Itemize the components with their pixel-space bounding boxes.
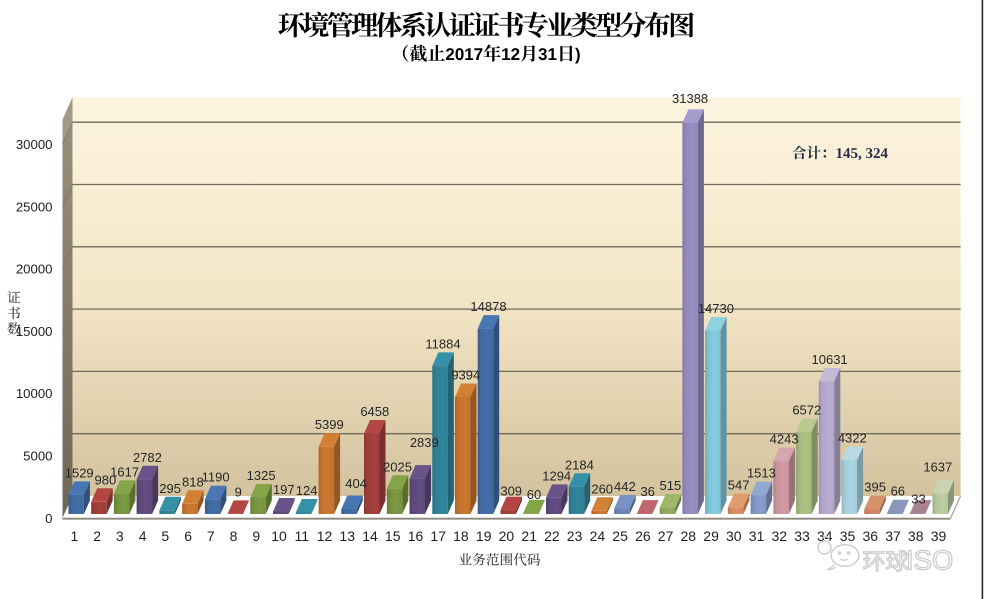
svg-text:1513: 1513 [747,466,776,481]
svg-text:395: 395 [864,480,886,495]
svg-text:66: 66 [891,484,905,499]
svg-text:980: 980 [95,472,117,487]
svg-text:20000: 20000 [16,262,53,277]
svg-text:24: 24 [590,528,606,544]
svg-text:5399: 5399 [315,417,344,432]
svg-text:33: 33 [794,528,810,544]
svg-text:13: 13 [339,528,355,544]
svg-text:38: 38 [908,528,924,544]
svg-text:0: 0 [45,511,52,526]
svg-text:20: 20 [499,528,515,544]
svg-text:4322: 4322 [838,431,867,446]
svg-text:197: 197 [273,482,295,497]
svg-text:14878: 14878 [470,299,506,314]
svg-text:29: 29 [703,528,719,544]
svg-text:309: 309 [500,484,522,499]
svg-text:260: 260 [591,481,613,496]
svg-text:2782: 2782 [133,450,162,465]
svg-text:547: 547 [728,478,750,493]
svg-text:4243: 4243 [770,432,799,447]
svg-text:15000: 15000 [16,324,53,339]
svg-text:30: 30 [726,528,742,544]
svg-text:25: 25 [612,528,628,544]
svg-text:124: 124 [296,483,318,498]
svg-text:2: 2 [93,528,101,544]
svg-text:14: 14 [362,528,378,544]
svg-text:10631: 10631 [812,352,848,367]
svg-text:4: 4 [139,528,147,544]
svg-text:12: 12 [317,528,333,544]
svg-text:36: 36 [863,528,879,544]
svg-text:1190: 1190 [202,470,230,485]
svg-text:11: 11 [295,528,310,544]
svg-text:442: 442 [614,479,636,494]
svg-text:28: 28 [681,528,697,544]
svg-text:35: 35 [840,528,856,544]
svg-text:1637: 1637 [923,460,952,475]
svg-text:39: 39 [931,528,947,544]
svg-text:11884: 11884 [425,336,460,351]
svg-text:34: 34 [817,528,833,544]
svg-text:2025: 2025 [383,459,412,474]
svg-text:6: 6 [184,528,192,544]
svg-text:18: 18 [453,528,469,544]
svg-text:404: 404 [345,476,367,491]
svg-text:6572: 6572 [792,403,821,418]
svg-text:14730: 14730 [698,301,734,316]
svg-text:37: 37 [885,528,901,544]
svg-text:5000: 5000 [23,449,52,464]
svg-text:1: 1 [71,528,79,544]
svg-text:31: 31 [749,528,765,544]
svg-text:9394: 9394 [451,368,480,383]
svg-text:7: 7 [207,528,215,544]
svg-text:818: 818 [182,474,204,489]
svg-text:23: 23 [567,528,583,544]
svg-text:8: 8 [230,528,238,544]
svg-text:ISO: ISO [906,545,953,576]
svg-text:26: 26 [635,528,651,544]
svg-text:1617: 1617 [110,464,139,479]
svg-text:10000: 10000 [16,386,53,401]
svg-text:15: 15 [385,528,401,544]
svg-text:31388: 31388 [672,91,708,106]
svg-text:17: 17 [430,528,446,544]
svg-text:515: 515 [660,478,682,493]
svg-text:21: 21 [521,528,537,544]
svg-text:2184: 2184 [565,457,594,472]
svg-text:5: 5 [161,528,169,544]
svg-text:295: 295 [159,481,181,496]
svg-text:9: 9 [252,528,260,544]
svg-text:36: 36 [640,484,654,499]
svg-text:1325: 1325 [247,468,276,483]
svg-text:6458: 6458 [360,404,389,419]
svg-text:19: 19 [476,528,492,544]
svg-text:2839: 2839 [410,435,439,450]
svg-text:1294: 1294 [542,468,571,483]
svg-text:10: 10 [271,528,287,544]
svg-text:60: 60 [527,487,541,502]
svg-text:27: 27 [658,528,674,544]
svg-text:30000: 30000 [16,137,53,152]
svg-text:32: 32 [772,528,788,544]
svg-text:9: 9 [235,484,242,499]
svg-text:25000: 25000 [16,199,53,214]
svg-text:1529: 1529 [65,465,94,480]
svg-text:33: 33 [911,492,925,507]
svg-text:16: 16 [408,528,424,544]
svg-text:22: 22 [544,528,560,544]
svg-text:3: 3 [116,528,124,544]
